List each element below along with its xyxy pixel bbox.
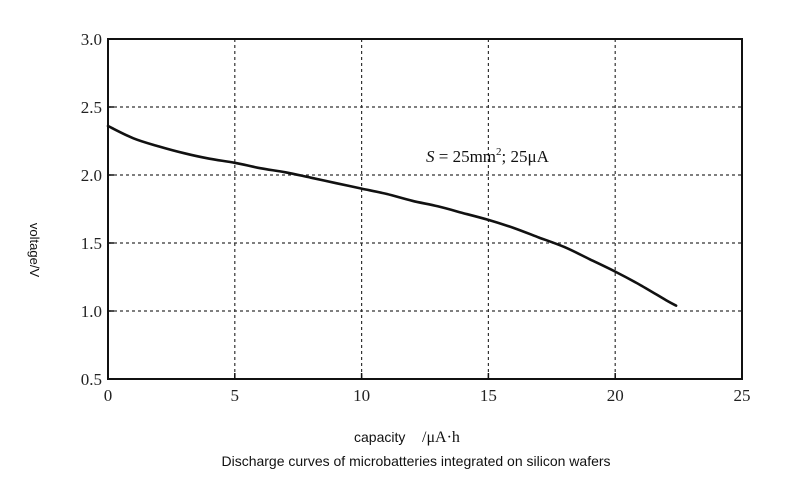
x-axis-unit: /μA·h	[422, 429, 460, 446]
y-tick-label: 1.5	[81, 234, 102, 253]
y-tick-labels: 0.5 1.0 1.5 2.0 2.5 3.0	[81, 30, 102, 389]
grid-lines	[108, 39, 742, 379]
y-tick-label: 0.5	[81, 370, 102, 389]
annotation-tail: ; 25μA	[502, 147, 550, 166]
annotation-symbol: S	[426, 147, 435, 166]
figure-caption: Discharge curves of microbatteries integ…	[221, 453, 610, 469]
annotation-superscript: 2	[496, 146, 502, 158]
x-tick-label: 10	[353, 386, 370, 405]
x-tick-labels: 0 5 10 15 20 25	[104, 386, 751, 405]
annotation-rest: = 25mm	[435, 147, 497, 166]
annotation-text: S = 25mm2; 25μA	[426, 146, 550, 166]
x-axis-label: capacity	[354, 429, 405, 445]
x-tick-label: 25	[734, 386, 751, 405]
y-tick-label: 1.0	[81, 302, 102, 321]
y-axis-label: voltage/V	[27, 223, 42, 278]
plot-frame	[107, 38, 743, 380]
x-tick-label: 15	[480, 386, 497, 405]
axis-ticks	[107, 38, 743, 380]
discharge-curve	[106, 124, 678, 307]
x-tick-label: 0	[104, 386, 113, 405]
y-tick-label: 2.5	[81, 98, 102, 117]
y-tick-label: 3.0	[81, 30, 102, 49]
x-tick-label: 20	[607, 386, 624, 405]
y-tick-label: 2.0	[81, 166, 102, 185]
x-tick-label: 5	[231, 386, 240, 405]
